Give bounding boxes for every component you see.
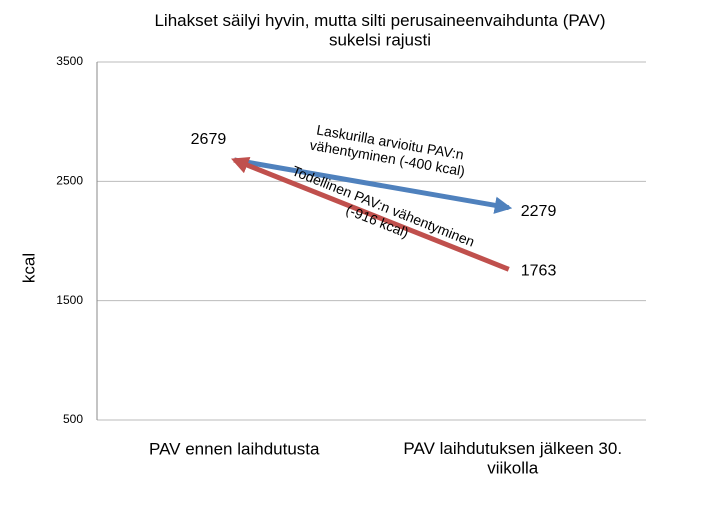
series-label: Todellinen PAV:n vähentyminen(-916 kcal) bbox=[284, 162, 477, 264]
chart-title: Lihakset säilyi hyvin, mutta silti perus… bbox=[154, 11, 605, 50]
series-line bbox=[233, 157, 513, 214]
x-tick-label: PAV laihdutuksen jälkeen 30. viikolla bbox=[403, 439, 622, 478]
value-label: 2679 bbox=[191, 131, 227, 148]
value-label: 2279 bbox=[521, 203, 557, 220]
y-tick-label: 500 bbox=[63, 412, 83, 426]
value-label: 1763 bbox=[521, 263, 557, 280]
series-label: Laskurilla arvioitu PAV:nvähentyminen (-… bbox=[309, 120, 469, 178]
series-line bbox=[230, 157, 510, 272]
y-tick-label: 3500 bbox=[56, 54, 83, 68]
y-tick-label: 1500 bbox=[56, 293, 83, 307]
y-axis-label: kcal bbox=[19, 253, 38, 283]
x-tick-label: PAV ennen laihdutusta bbox=[149, 439, 320, 458]
y-tick-label: 2500 bbox=[56, 174, 83, 188]
